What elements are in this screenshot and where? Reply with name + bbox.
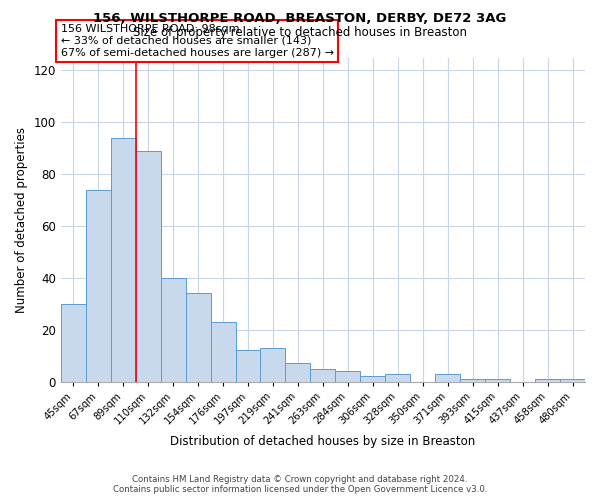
Bar <box>260 348 286 382</box>
Bar <box>460 379 485 382</box>
Bar <box>335 371 361 382</box>
Text: Size of property relative to detached houses in Breaston: Size of property relative to detached ho… <box>133 26 467 39</box>
Text: 156, WILSTHORPE ROAD, BREASTON, DERBY, DE72 3AG: 156, WILSTHORPE ROAD, BREASTON, DERBY, D… <box>94 12 506 24</box>
Bar <box>435 374 460 382</box>
Bar <box>211 322 236 382</box>
Bar <box>61 304 86 382</box>
Bar <box>485 379 510 382</box>
Bar <box>286 364 310 382</box>
Bar <box>385 374 410 382</box>
Bar <box>161 278 185 382</box>
Bar <box>86 190 111 382</box>
Bar <box>535 379 560 382</box>
Bar <box>361 376 385 382</box>
Bar <box>111 138 136 382</box>
Bar <box>236 350 260 382</box>
X-axis label: Distribution of detached houses by size in Breaston: Distribution of detached houses by size … <box>170 434 476 448</box>
Text: 156 WILSTHORPE ROAD: 98sqm
← 33% of detached houses are smaller (143)
67% of sem: 156 WILSTHORPE ROAD: 98sqm ← 33% of deta… <box>61 24 334 58</box>
Bar <box>136 151 161 382</box>
Bar <box>310 368 335 382</box>
Text: Contains HM Land Registry data © Crown copyright and database right 2024.
Contai: Contains HM Land Registry data © Crown c… <box>113 474 487 494</box>
Y-axis label: Number of detached properties: Number of detached properties <box>15 126 28 312</box>
Bar <box>185 294 211 382</box>
Bar <box>560 379 585 382</box>
